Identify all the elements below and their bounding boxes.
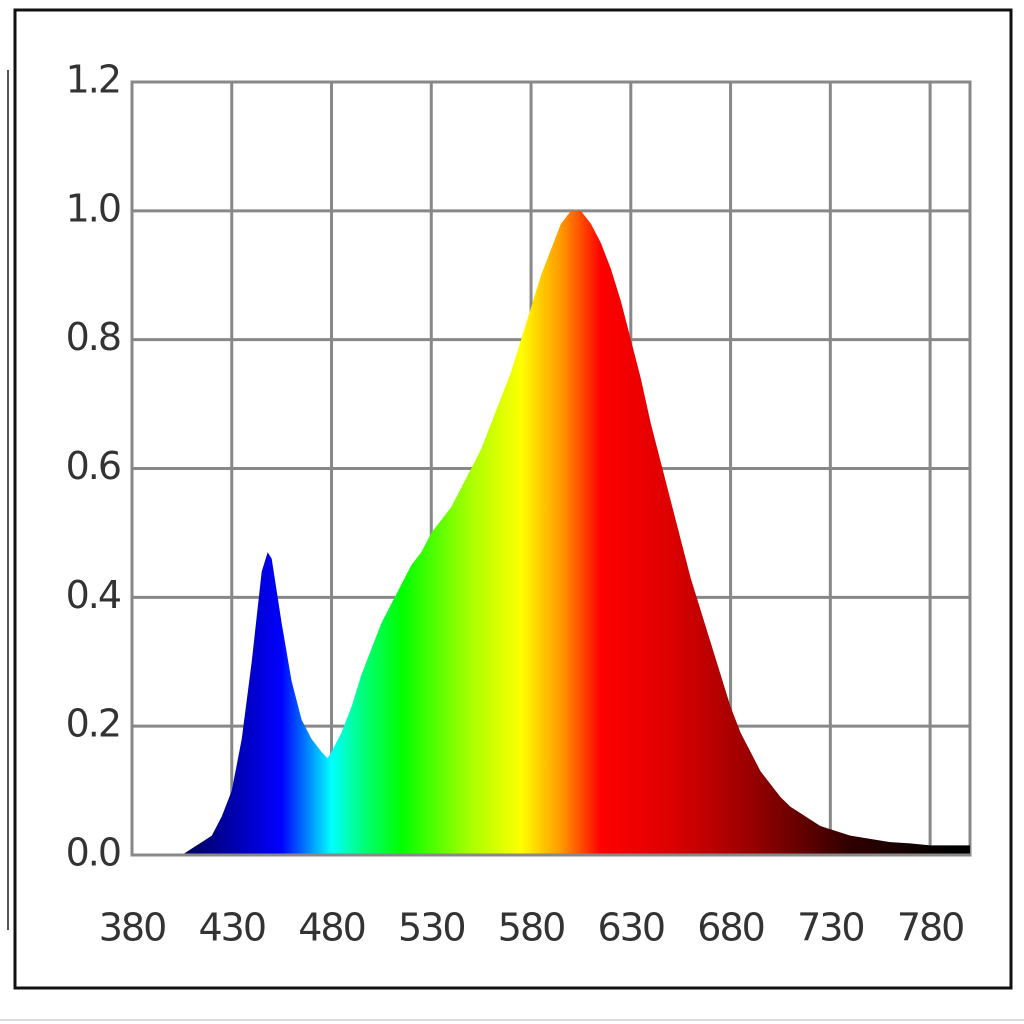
y-tick-label: 0.8: [66, 315, 120, 359]
x-tick-label: 430: [198, 906, 265, 950]
frame: [13, 8, 1013, 990]
y-tick-label: 0.2: [66, 702, 120, 746]
x-tick-label: 530: [398, 906, 465, 950]
y-tick-label: 0.4: [66, 573, 121, 617]
y-tick-label: 0.6: [66, 444, 120, 488]
y-tick-label: 1.0: [66, 186, 120, 230]
x-tick-label: 630: [598, 906, 665, 950]
x-tick-label: 680: [697, 906, 764, 950]
y-tick-label: 0.0: [66, 831, 120, 875]
y-tick-label: 1.2: [66, 58, 120, 102]
x-tick-label: 480: [298, 906, 365, 950]
x-tick-label: 580: [498, 906, 565, 950]
x-tick-label: 780: [897, 906, 964, 950]
spectrum-area: [132, 210, 970, 856]
x-tick-label: 380: [99, 906, 166, 950]
x-tick-label: 730: [797, 906, 864, 950]
